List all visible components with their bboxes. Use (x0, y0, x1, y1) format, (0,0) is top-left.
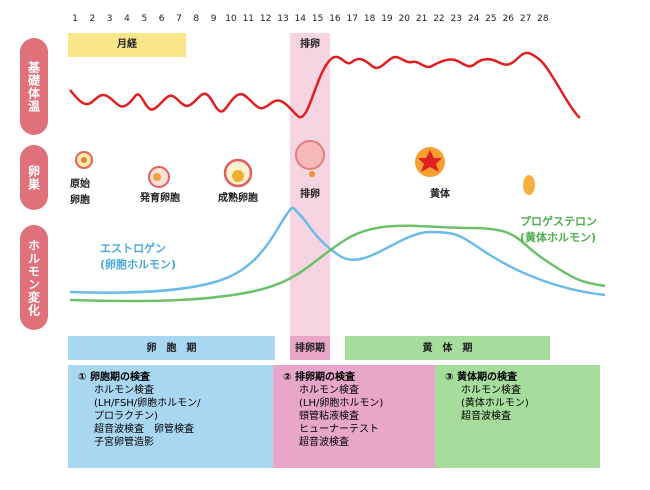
row-label: 基礎体温 (20, 38, 48, 135)
follicle-icon (81, 157, 87, 163)
day-number: 15 (311, 14, 324, 24)
ovulation-band (290, 33, 330, 360)
test-title: ② 排卵期の検査 (283, 372, 355, 383)
test-item: (LH/FSH/卵胞ホルモン/ (94, 398, 201, 409)
follicle-icon (232, 170, 244, 182)
day-number: 6 (158, 14, 165, 24)
day-number: 7 (176, 14, 182, 24)
ovulation-icon (295, 140, 325, 170)
day-number: 19 (381, 14, 393, 24)
test-item: (LH/卵胞ホルモン) (299, 398, 384, 409)
test-box: ① 卵胞期の検査ホルモン検査 (LH/FSH/卵胞ホルモン/プロラクチン) 超音波検… (68, 365, 273, 468)
day-number: 8 (193, 14, 200, 24)
test-item: ホルモン検査 (94, 385, 154, 396)
test-item: (黄体ホルモン) (461, 398, 529, 409)
corpus-albicans-icon (523, 175, 535, 195)
phase-bar (68, 336, 275, 360)
follicle-icon (153, 173, 161, 181)
day-number: 16 (329, 14, 341, 24)
day-number: 11 (242, 14, 255, 24)
day-number: 26 (502, 14, 514, 24)
day-number: 27 (519, 14, 532, 24)
test-item: 超音波検査 (299, 437, 349, 448)
test-item: プロラクチン) (94, 411, 158, 422)
test-item: ホルモン検査 (461, 385, 521, 396)
phase-label: 黄 体 期 (422, 343, 473, 354)
temperature-curve (69, 51, 581, 119)
hormone-label: エストロゲン (100, 242, 166, 255)
row-label: 卵巣 (20, 145, 48, 210)
day-number: 20 (398, 14, 410, 24)
phase-bar (290, 336, 330, 360)
phase-label: 卵 胞 期 (146, 343, 197, 354)
day-number: 9 (210, 14, 217, 24)
test-title: ① 卵胞期の検査 (78, 372, 150, 383)
day-number: 3 (106, 14, 113, 24)
progesterone-curve (69, 224, 606, 303)
ovulation-icon (309, 171, 315, 177)
day-number: 21 (415, 14, 428, 24)
test-box: ② 排卵期の検査ホルモン検査 (LH/卵胞ホルモン) 頸管粘液検査ヒューナーテスト超… (273, 365, 435, 468)
menstruation-band (68, 33, 186, 57)
day-number: 24 (467, 14, 480, 24)
day-number: 22 (433, 14, 445, 24)
test-item: 頸管粘液検査 (299, 411, 359, 422)
test-item: ホルモン検査 (299, 385, 359, 396)
test-item: 超音波検査 卵管検査 (94, 424, 194, 435)
day-number: 23 (450, 14, 462, 24)
hormone-label: プロゲステロン (520, 215, 597, 228)
day-number: 17 (346, 14, 358, 24)
ovary-label: 排卵 (300, 189, 320, 200)
day-number: 1 (72, 14, 78, 24)
test-title: ③ 黄体期の検査 (445, 372, 517, 383)
phase-label: 排卵期 (295, 343, 325, 354)
row-label: ホルモン変化 (20, 225, 48, 330)
hormone-label: (卵胞ホルモン) (100, 258, 177, 271)
ovary-label: 卵胞 (70, 195, 90, 206)
phase-bar (345, 336, 550, 360)
day-number: 25 (485, 14, 497, 24)
corpus-luteum-icon (418, 150, 442, 172)
ovary-label: 黄体 (430, 189, 450, 200)
test-box: ③ 黄体期の検査ホルモン検査 (黄体ホルモン) 超音波検査 (435, 365, 600, 468)
day-number: 12 (259, 14, 272, 24)
estrogen-curve (69, 206, 606, 297)
ovary-label: 原始 (70, 179, 90, 190)
menstruation-label: 月経 (117, 39, 137, 50)
day-number: 2 (89, 14, 96, 24)
day-number: 4 (124, 14, 130, 24)
hormone-label: (黄体ホルモン) (520, 231, 597, 244)
day-number: 5 (141, 14, 148, 24)
test-item: 子宮卵管造影 (94, 437, 154, 448)
day-number: 13 (277, 14, 289, 24)
test-item: 超音波検査 (461, 411, 511, 422)
day-number: 28 (537, 14, 549, 24)
ovary-label: 成熟卵胞 (218, 193, 258, 204)
day-number: 18 (363, 14, 376, 24)
ovulation-label: 排卵 (300, 39, 320, 50)
ovary-label: 発育卵胞 (140, 193, 180, 204)
day-number: 10 (225, 14, 237, 24)
test-item: ヒューナーテスト (299, 424, 379, 435)
day-number: 14 (294, 14, 306, 24)
